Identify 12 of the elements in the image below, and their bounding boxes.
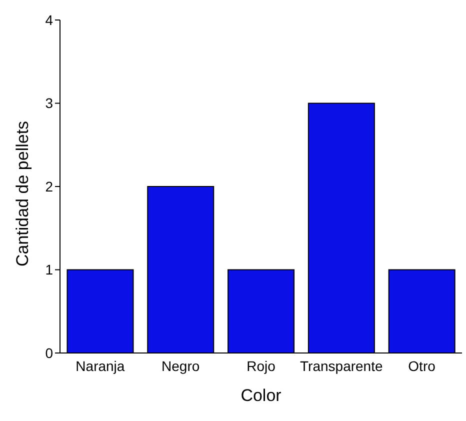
y-tick-label: 1 <box>45 262 54 278</box>
x-tick-label: Transparente <box>300 358 383 374</box>
y-tick-label: 0 <box>45 344 54 361</box>
y-axis-title: Cantidad de pellets <box>13 120 32 266</box>
x-tick-label: Otro <box>408 358 436 374</box>
x-tick-label: Rojo <box>246 358 276 374</box>
x-tick-label: Negro <box>162 358 200 374</box>
x-axis-title: Color <box>240 386 282 405</box>
y-tick-label: 2 <box>45 178 54 194</box>
y-tick-label: 4 <box>45 12 54 28</box>
y-tick-label: 3 <box>45 95 54 112</box>
x-tick-label: Naranja <box>76 358 125 374</box>
